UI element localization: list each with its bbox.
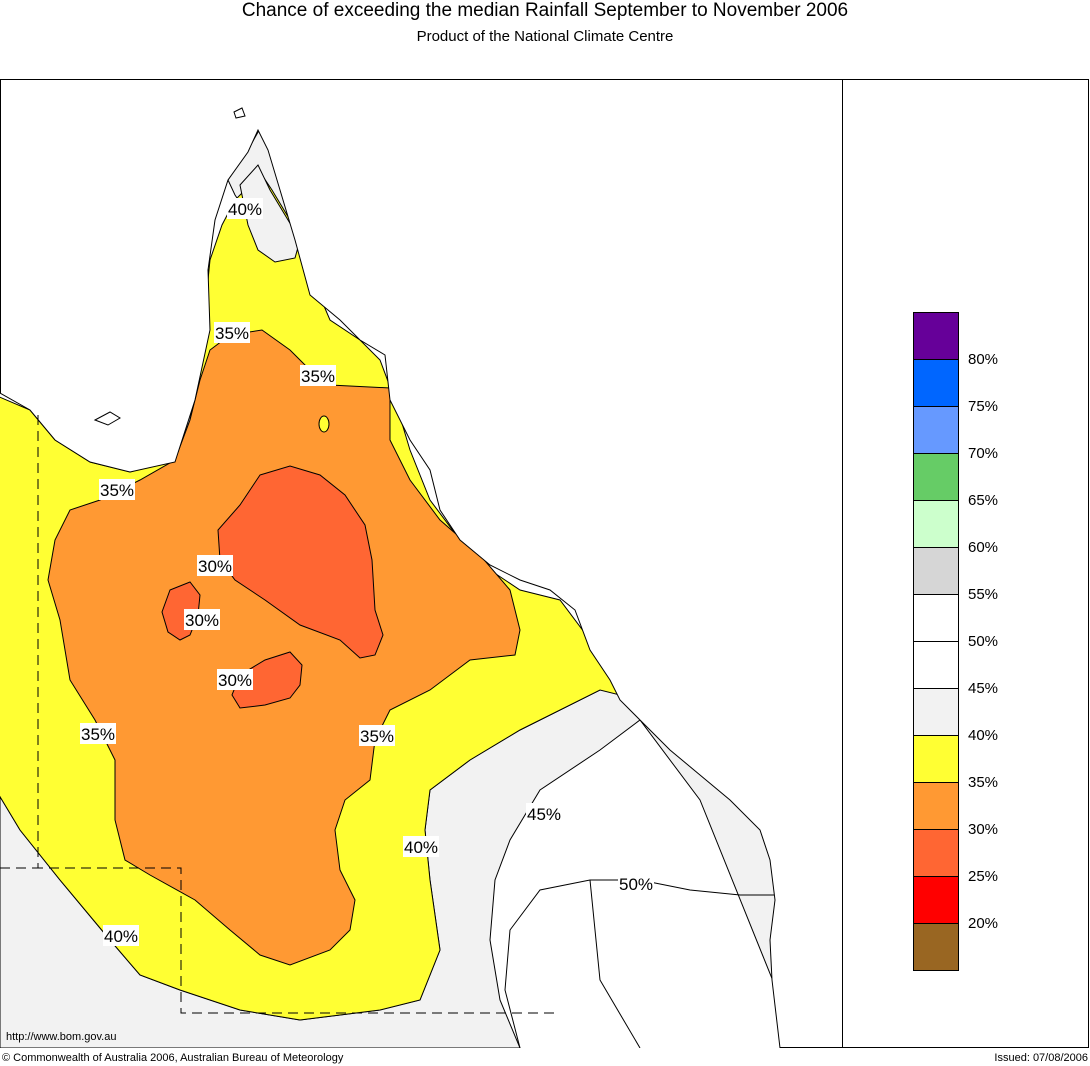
legend-label: 60% bbox=[968, 539, 999, 556]
legend-swatch bbox=[913, 501, 959, 548]
source-url[interactable]: http://www.bom.gov.au bbox=[6, 1031, 117, 1043]
coastline bbox=[0, 128, 781, 1048]
island bbox=[233, 107, 246, 119]
legend-label: 65% bbox=[968, 492, 999, 509]
legend-swatch bbox=[913, 360, 959, 407]
legend-swatch bbox=[913, 642, 959, 689]
contour-label: 40% bbox=[228, 200, 262, 219]
map-title: Chance of exceeding the median Rainfall … bbox=[241, 0, 849, 21]
island bbox=[318, 415, 330, 433]
contour-label: 35% bbox=[100, 481, 134, 500]
legend-label: 45% bbox=[968, 680, 999, 697]
legend-label: 70% bbox=[968, 445, 999, 462]
legend-label: 20% bbox=[968, 915, 999, 932]
contour-label: 35% bbox=[301, 367, 335, 386]
legend-swatch bbox=[913, 312, 959, 360]
legend-swatch bbox=[913, 924, 959, 971]
legend-swatch bbox=[913, 783, 959, 830]
contour-50 bbox=[504, 879, 780, 1048]
map-subtitle: Product of the National Climate Centre bbox=[416, 28, 674, 45]
legend-swatch bbox=[913, 407, 959, 454]
legend-swatch bbox=[913, 736, 959, 783]
legend-label: 40% bbox=[968, 727, 999, 744]
contour-label: 35% bbox=[81, 725, 115, 744]
band-25-30-south bbox=[231, 651, 303, 709]
contour-label: 35% bbox=[215, 324, 249, 343]
legend bbox=[913, 312, 959, 971]
copyright-text: © Commonwealth of Australia 2006, Austra… bbox=[2, 1052, 344, 1064]
island bbox=[93, 411, 121, 426]
legend-swatch bbox=[913, 689, 959, 736]
legend-label: 35% bbox=[968, 774, 999, 791]
legend-label: 50% bbox=[968, 633, 999, 650]
contour-label: 50% bbox=[619, 875, 653, 894]
rainfall-map: 40% 35% 35% 35% 30% 30% 30% 35% 35% 45% 40% 50% 40% bbox=[0, 107, 781, 1048]
legend-label: 75% bbox=[968, 398, 999, 415]
contour-label: 45% bbox=[527, 805, 561, 824]
legend-label: 25% bbox=[968, 868, 999, 885]
state-border bbox=[37, 415, 560, 1014]
contour-label: 40% bbox=[404, 838, 438, 857]
legend-swatch bbox=[913, 548, 959, 595]
band-30-35 bbox=[47, 329, 521, 966]
panel-divider bbox=[842, 79, 843, 1048]
legend-swatch bbox=[913, 877, 959, 924]
issued-date: Issued: 07/08/2006 bbox=[994, 1052, 1088, 1064]
legend-label: 80% bbox=[968, 351, 999, 368]
legend-swatch bbox=[913, 830, 959, 877]
legend-swatch bbox=[913, 454, 959, 501]
contour-label: 30% bbox=[218, 671, 252, 690]
contour-label: 40% bbox=[104, 927, 138, 946]
contour-label: 30% bbox=[185, 611, 219, 630]
legend-label: 30% bbox=[968, 821, 999, 838]
legend-swatch bbox=[913, 595, 959, 642]
legend-label: 55% bbox=[968, 586, 999, 603]
contour-label: 30% bbox=[198, 557, 232, 576]
contour-label: 35% bbox=[360, 727, 394, 746]
